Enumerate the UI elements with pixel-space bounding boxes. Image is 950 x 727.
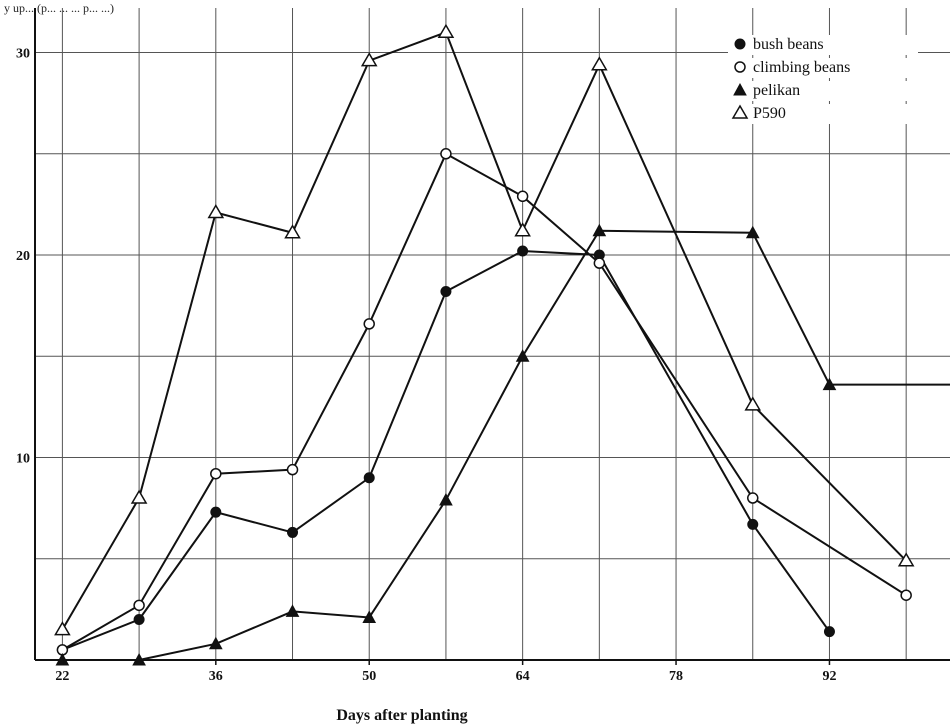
data-point-pelikan — [285, 604, 300, 617]
series-line-climbing-beans — [61, 152, 907, 651]
legend-label-bush-beans: bush beans — [753, 36, 824, 53]
data-point-climbing-beans — [363, 318, 375, 330]
series-p590 — [54, 23, 915, 636]
data-point-bush-beans — [363, 472, 375, 484]
series-climbing-beans — [56, 148, 912, 656]
data-point-bush-beans — [210, 506, 222, 518]
y-tick-label: 10 — [16, 452, 30, 467]
legend: bush beans climbing beans pelikan P590 — [728, 35, 918, 124]
data-point-climbing-beans — [286, 463, 299, 476]
legend-marker-pelikan — [733, 82, 747, 96]
y-tick-label: 20 — [16, 249, 30, 264]
data-point-pelikan — [362, 610, 377, 623]
x-tick-label: 36 — [209, 669, 223, 684]
legend-bg — [728, 81, 918, 101]
data-point-climbing-beans — [440, 148, 452, 160]
data-point-climbing-beans — [747, 492, 759, 504]
data-point-pelikan — [822, 377, 837, 391]
legend-marker-climbing-beans — [734, 61, 746, 73]
axes — [34, 8, 950, 661]
data-point-pelikan — [208, 636, 223, 650]
x-tick-label: 50 — [362, 669, 376, 684]
data-point-bush-beans — [287, 526, 299, 538]
data-point-pelikan — [439, 492, 453, 506]
data-point-p590 — [130, 489, 148, 504]
data-point-pelikan — [592, 223, 607, 237]
data-point-pelikan — [132, 652, 146, 666]
x-tick-label: 22 — [55, 669, 69, 684]
data-point-bush-beans — [747, 518, 759, 530]
legend-bg — [728, 104, 918, 124]
data-point-p590 — [591, 56, 608, 71]
legend-marker-p590 — [731, 104, 749, 119]
legend-bg — [728, 58, 918, 78]
series-line-pelikan — [62, 229, 950, 661]
data-point-p590 — [207, 204, 225, 219]
data-point-p590 — [897, 552, 915, 567]
legend-marker-bush-beans — [734, 38, 746, 50]
series-line-p590 — [61, 31, 907, 631]
data-point-climbing-beans — [133, 599, 145, 612]
x-axis-label: Days after planting — [336, 707, 467, 724]
data-point-climbing-beans — [593, 257, 606, 269]
data-point-bush-beans — [823, 626, 835, 638]
data-point-bush-beans — [517, 245, 529, 257]
legend-bg — [728, 35, 918, 55]
data-point-climbing-beans — [516, 190, 529, 203]
legend-label-pelikan: pelikan — [753, 82, 800, 99]
data-point-p590 — [54, 621, 71, 636]
top-caption: y up... (p... ... ... p... ...) — [4, 1, 114, 15]
tick-labels: 22 36 50 64 78 92 10 20 30 — [16, 47, 836, 684]
data-point-bush-beans — [440, 285, 452, 297]
data-point-p590 — [360, 52, 378, 67]
data-point-p590 — [514, 222, 531, 237]
data-point-pelikan — [745, 225, 760, 239]
data-point-p590 — [437, 23, 455, 39]
x-tick-label: 78 — [669, 669, 683, 684]
legend-label-p590: P590 — [753, 105, 786, 122]
x-tick-label: 64 — [516, 669, 530, 684]
data-point-bush-beans — [133, 614, 145, 626]
data-point-p590 — [744, 396, 762, 411]
y-tick-label: 30 — [16, 47, 30, 62]
data-point-pelikan — [515, 349, 530, 362]
legend-label-climbing-beans: climbing beans — [753, 59, 850, 76]
data-point-p590 — [284, 224, 301, 239]
x-tick-label: 92 — [822, 669, 836, 684]
series-layer — [54, 23, 950, 666]
data-point-climbing-beans — [900, 589, 912, 601]
series-pelikan — [55, 223, 950, 666]
series-line-bush-beans — [62, 249, 831, 651]
data-point-climbing-beans — [210, 467, 222, 480]
